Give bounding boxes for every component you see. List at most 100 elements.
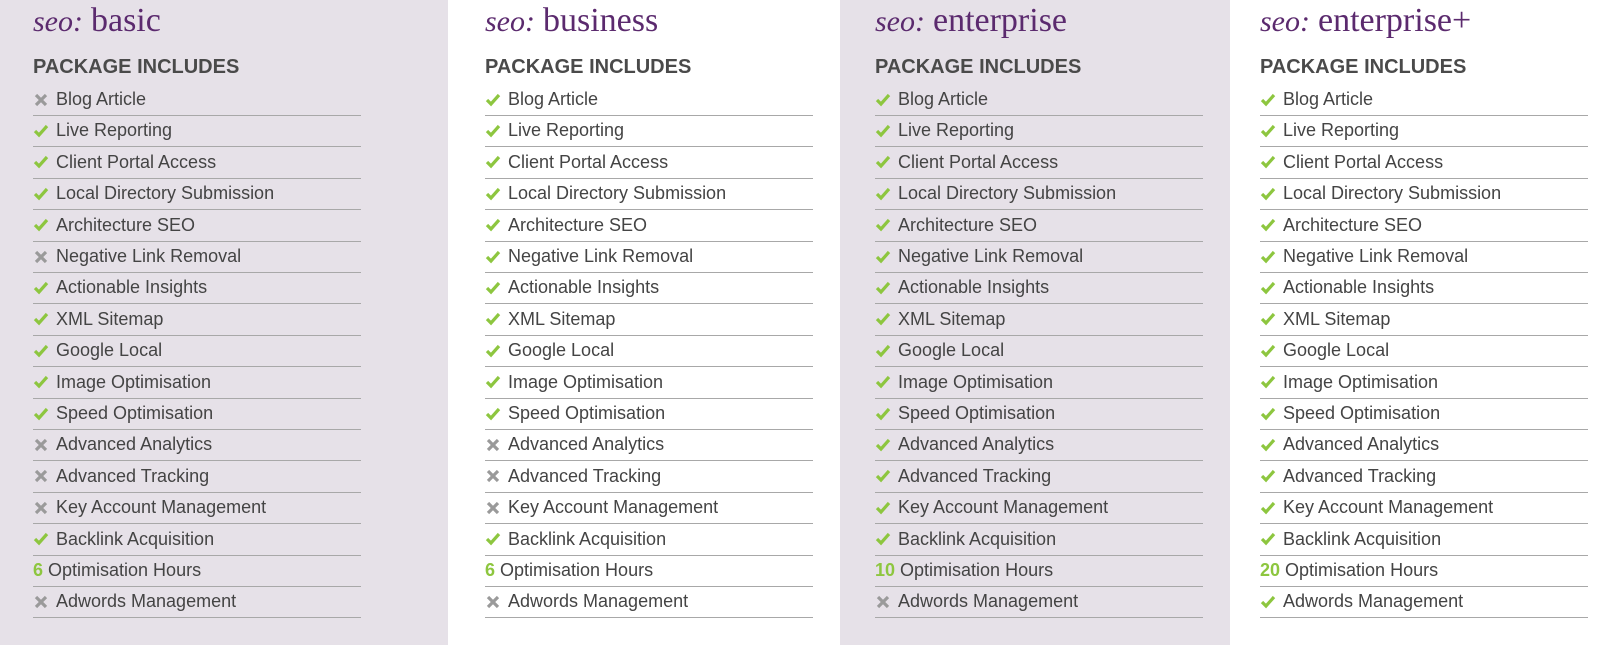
feature-label: Image Optimisation	[508, 371, 664, 392]
feature-label: Local Directory Submission	[508, 183, 727, 204]
feature-label: Backlink Acquisition	[508, 528, 667, 549]
x-icon	[486, 595, 500, 609]
package-column: seo: basic PACKAGE INCLUDES Blog Article Liv…	[0, 0, 448, 645]
feature-row: Negative Link Removal	[875, 241, 1203, 273]
feature-label: Advanced Tracking	[56, 465, 210, 486]
x-icon	[486, 470, 500, 483]
feature-row: Google Local	[875, 335, 1203, 368]
feature-row: Backlink Acquisition	[875, 524, 1203, 556]
feature-row: Live Reporting	[1260, 115, 1588, 148]
check-icon	[485, 93, 501, 106]
feature-label: Negative Link Removal	[1283, 246, 1469, 266]
check-icon	[1260, 187, 1276, 201]
x-icon	[34, 501, 48, 514]
feature-row: Google Local	[485, 335, 813, 368]
feature-label: Optimisation Hours	[900, 560, 1054, 580]
check-icon	[875, 219, 891, 232]
feature-row: Google Local	[1260, 335, 1588, 368]
check-icon	[1260, 407, 1276, 420]
feature-label: Blog Article	[56, 89, 147, 109]
check-icon	[875, 124, 891, 138]
feature-row: Adwords Management	[1260, 586, 1588, 619]
check-icon	[875, 344, 891, 358]
feature-label: XML Sitemap	[56, 308, 164, 329]
title-name: enterprise	[932, 2, 1068, 39]
check-icon	[485, 376, 501, 389]
feature-row: 10 Optimisation Hours	[875, 555, 1203, 587]
feature-label: Backlink Acquisition	[56, 528, 215, 549]
feature-label: Image Optimisation	[1283, 371, 1439, 392]
check-icon	[875, 281, 891, 295]
title-prefix: seo:	[875, 5, 925, 38]
feature-label: Optimisation Hours	[1285, 560, 1439, 580]
feature-label: Negative Link Removal	[508, 246, 694, 266]
feature-label: Actionable Insights	[508, 277, 660, 298]
feature-row: 6 Optimisation Hours	[485, 555, 813, 587]
feature-label: Architecture SEO	[508, 214, 648, 235]
feature-label: Actionable Insights	[56, 277, 208, 298]
x-icon	[34, 93, 48, 106]
check-icon	[33, 376, 49, 389]
check-icon	[1260, 470, 1276, 483]
check-icon	[875, 156, 891, 169]
feature-row: Adwords Management	[485, 586, 813, 619]
feature-label: Actionable Insights	[898, 277, 1050, 298]
feature-label: Key Account Management	[56, 497, 267, 518]
feature-label: Architecture SEO	[898, 214, 1038, 235]
feature-row: Blog Article	[485, 84, 813, 116]
feature-row: Local Directory Submission	[33, 178, 361, 211]
feature-label: Advanced Analytics	[508, 434, 665, 455]
check-icon	[485, 313, 501, 326]
check-icon	[485, 407, 501, 420]
feature-row: XML Sitemap	[33, 304, 361, 336]
feature-label: Negative Link Removal	[898, 246, 1084, 266]
check-icon	[33, 124, 49, 138]
check-icon	[1260, 501, 1276, 515]
feature-row: Live Reporting	[485, 115, 813, 148]
feature-row: Backlink Acquisition	[485, 524, 813, 556]
check-icon	[1260, 93, 1276, 106]
feature-label: Blog Article	[1283, 89, 1374, 109]
check-icon	[33, 313, 49, 326]
package-column: seo: enterprise PACKAGE INCLUDES Blog Artic…	[840, 0, 1230, 645]
feature-row: Live Reporting	[875, 115, 1203, 148]
check-icon	[875, 93, 891, 106]
feature-label: Local Directory Submission	[56, 183, 275, 204]
check-icon	[1260, 219, 1276, 232]
check-icon	[485, 250, 501, 263]
check-icon	[33, 187, 49, 201]
feature-label: Live Reporting	[1283, 120, 1400, 141]
feature-label: Speed Optimisation	[898, 403, 1056, 423]
feature-label: Local Directory Submission	[1283, 183, 1502, 204]
check-icon	[485, 344, 501, 358]
feature-row: Image Optimisation	[33, 367, 361, 399]
feature-label: Client Portal Access	[898, 151, 1059, 172]
feature-label: Adwords Management	[56, 591, 237, 612]
title-prefix: seo:	[1260, 5, 1310, 38]
check-icon	[33, 281, 49, 295]
section-heading: PACKAGE INCLUDES	[33, 56, 240, 78]
feature-row: Key Account Management	[33, 492, 361, 525]
feature-label: Backlink Acquisition	[898, 528, 1057, 549]
check-icon	[485, 156, 501, 169]
feature-row: Advanced Analytics	[875, 429, 1203, 462]
x-icon	[486, 501, 500, 514]
feature-label: Advanced Analytics	[898, 434, 1055, 455]
feature-row: Advanced Analytics	[485, 429, 813, 462]
feature-row: Image Optimisation	[1260, 367, 1588, 399]
feature-row: XML Sitemap	[485, 304, 813, 336]
feature-row: Actionable Insights	[875, 272, 1203, 305]
feature-row: Architecture SEO	[33, 210, 361, 242]
feature-row: Negative Link Removal	[33, 241, 361, 273]
feature-row: Client Portal Access	[1260, 147, 1588, 179]
feature-label: Live Reporting	[508, 120, 625, 141]
feature-label: Advanced Analytics	[56, 434, 213, 455]
feature-label: Local Directory Submission	[898, 183, 1117, 204]
feature-row: Key Account Management	[485, 492, 813, 525]
check-icon	[1260, 595, 1276, 609]
feature-row: Architecture SEO	[875, 210, 1203, 242]
feature-label: Google Local	[508, 340, 615, 361]
feature-row: Advanced Tracking	[485, 461, 813, 493]
feature-row: Advanced Tracking	[33, 461, 361, 493]
check-icon	[875, 533, 891, 546]
